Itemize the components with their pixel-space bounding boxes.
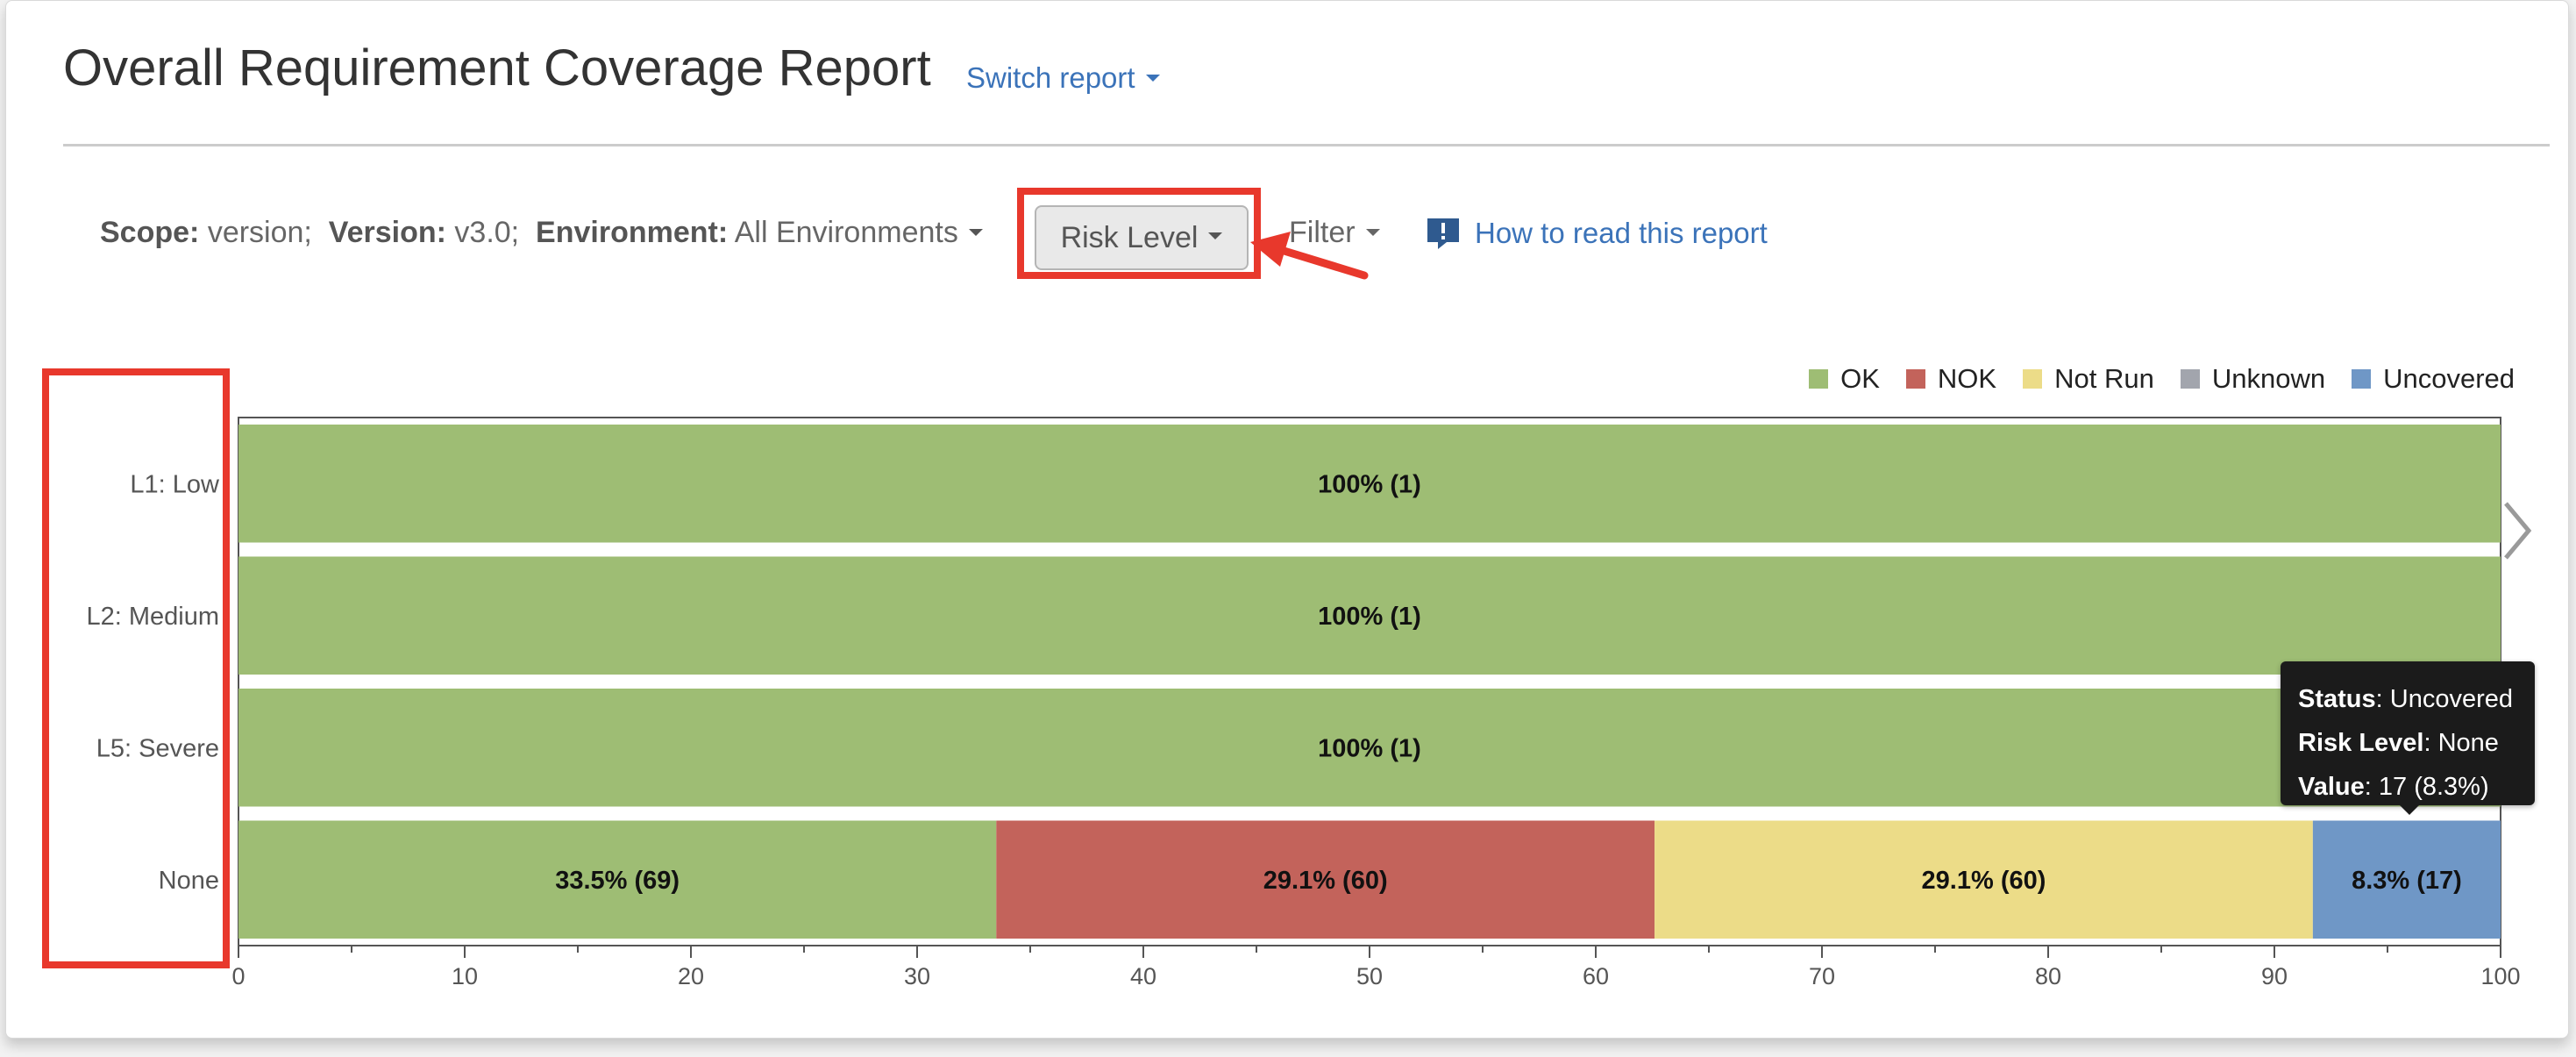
x-tick-label: 30 xyxy=(904,963,930,989)
x-tick-label: 0 xyxy=(231,963,245,989)
chart-legend: OK NOK Not Run Unknown Uncovered xyxy=(1783,363,2515,395)
legend-item-nok[interactable]: NOK xyxy=(1905,363,1997,395)
info-bubble-icon xyxy=(1427,218,1459,249)
scope-value: version; xyxy=(207,216,312,249)
version-label: Version: xyxy=(328,216,446,249)
tooltip-value-value: : 17 (8.3%) xyxy=(2364,773,2489,801)
x-tick-label: 10 xyxy=(452,963,478,989)
legend-item-ok[interactable]: OK xyxy=(1809,363,1880,395)
environment-label: Environment: xyxy=(536,216,729,249)
legend-label-nok: NOK xyxy=(1937,363,1997,394)
legend-swatch-nok xyxy=(1905,369,1925,389)
tooltip-status-label: Status xyxy=(2298,685,2376,713)
x-tick-label: 70 xyxy=(1809,963,1835,989)
tooltip-pointer xyxy=(2399,804,2420,815)
tooltip-risk-value: : None xyxy=(2423,729,2499,757)
legend-swatch-uncovered xyxy=(2352,369,2372,389)
tooltip-value-label: Value xyxy=(2298,773,2365,801)
risk-level-button[interactable]: Risk Level xyxy=(1035,205,1249,270)
legend-swatch-not-run xyxy=(2023,369,2043,389)
category-label: L1: Low xyxy=(130,470,220,498)
switch-report-dropdown[interactable]: Switch report xyxy=(966,61,1160,95)
chevron-down-icon xyxy=(1208,232,1223,239)
tooltip-risk-label: Risk Level xyxy=(2298,729,2424,757)
environment-value: All Environments xyxy=(734,216,958,249)
risk-level-label: Risk Level xyxy=(1060,220,1199,254)
bar-segment[interactable] xyxy=(238,556,2501,675)
bar-segment[interactable] xyxy=(996,820,1655,939)
bar-segment[interactable] xyxy=(238,820,997,939)
chevron-right-icon[interactable] xyxy=(2501,498,2536,563)
x-tick-label: 60 xyxy=(1583,963,1609,989)
legend-item-unknown[interactable]: Unknown xyxy=(2180,363,2326,395)
chevron-down-icon xyxy=(968,229,983,237)
header-divider xyxy=(63,144,2550,146)
x-tick-label: 40 xyxy=(1130,963,1156,989)
filter-label: Filter xyxy=(1289,216,1356,249)
legend-swatch-ok xyxy=(1809,369,1829,389)
legend-label-not-run: Not Run xyxy=(2054,363,2154,394)
how-to-read-label: How to read this report xyxy=(1475,217,1768,249)
x-tick-label: 90 xyxy=(2261,963,2288,989)
page-title: Overall Requirement Coverage Report xyxy=(63,39,931,96)
filter-dropdown[interactable]: Filter xyxy=(1289,216,1380,250)
bar-segment[interactable] xyxy=(2312,820,2501,939)
version-value: v3.0; xyxy=(454,216,520,249)
chevron-down-icon xyxy=(1145,75,1160,82)
legend-label-ok: OK xyxy=(1840,363,1880,394)
category-label: L5: Severe xyxy=(96,734,219,762)
legend-label-unknown: Unknown xyxy=(2211,363,2326,394)
bar-segment[interactable] xyxy=(238,425,2501,543)
arrow-icon xyxy=(1250,232,1369,280)
bar-segment[interactable] xyxy=(1654,820,2313,939)
legend-swatch-unknown xyxy=(2180,369,2200,389)
scope-summary[interactable]: Scope: version; Version: v3.0; Environme… xyxy=(100,216,983,250)
chevron-down-icon xyxy=(1365,229,1380,237)
legend-item-not-run[interactable]: Not Run xyxy=(2023,363,2154,395)
x-tick-label: 100 xyxy=(2480,963,2520,989)
tooltip-status-value: : Uncovered xyxy=(2375,685,2513,713)
x-tick-label: 20 xyxy=(678,963,704,989)
switch-report-label: Switch report xyxy=(966,61,1135,94)
category-label: L2: Medium xyxy=(86,603,219,631)
how-to-read-link[interactable]: How to read this report xyxy=(1426,216,1768,251)
data-label: 8.3% (17) xyxy=(2352,867,2462,895)
x-tick-label: 50 xyxy=(1356,963,1383,989)
data-label: 100% (1) xyxy=(1318,470,1421,498)
x-tick-label: 80 xyxy=(2035,963,2061,989)
legend-item-uncovered[interactable]: Uncovered xyxy=(2352,363,2515,395)
data-label: 29.1% (60) xyxy=(1922,867,2046,895)
data-label: 100% (1) xyxy=(1318,603,1421,631)
data-label: 29.1% (60) xyxy=(1263,867,1388,895)
scope-label: Scope: xyxy=(100,216,200,249)
category-label: None xyxy=(159,867,219,895)
legend-label-uncovered: Uncovered xyxy=(2383,363,2515,394)
data-label: 33.5% (69) xyxy=(555,867,680,895)
bar-segment[interactable] xyxy=(238,689,2501,807)
data-label: 100% (1) xyxy=(1318,734,1421,762)
chart-tooltip: Status: Uncovered Risk Level: None Value… xyxy=(2281,661,2535,805)
